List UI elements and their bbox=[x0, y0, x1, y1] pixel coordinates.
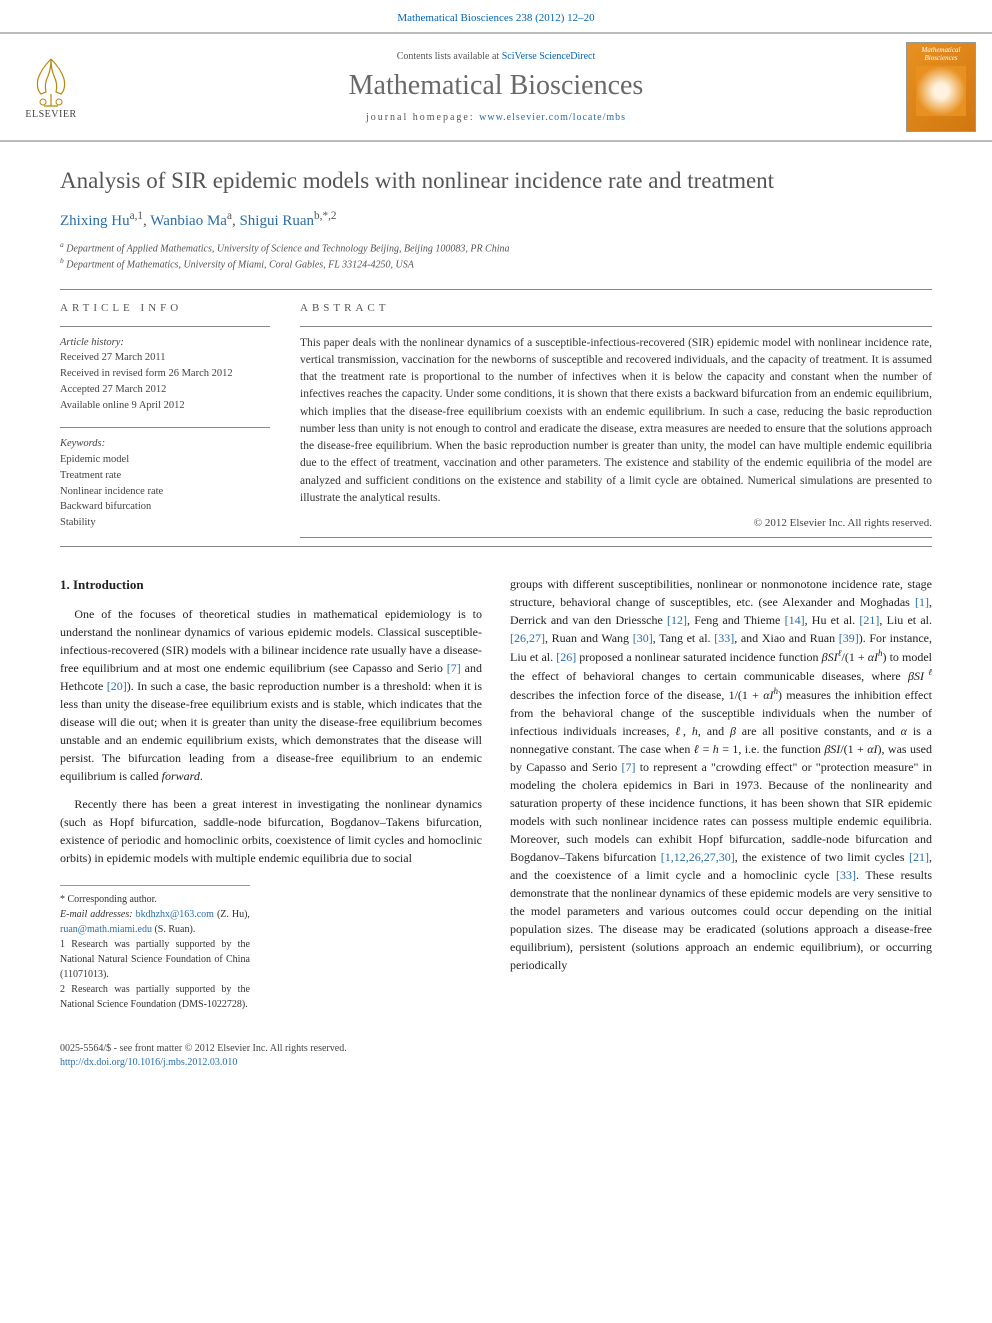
author-link[interactable]: Wanbiao Ma bbox=[150, 213, 227, 229]
divider bbox=[60, 326, 270, 327]
footnotes: * Corresponding author. E-mail addresses… bbox=[60, 885, 250, 1012]
masthead-center: Contents lists available at SciVerse Sci… bbox=[102, 51, 890, 123]
abstract-column: ABSTRACT This paper deals with the nonli… bbox=[300, 302, 932, 547]
elsevier-tree-icon bbox=[26, 54, 76, 109]
history-label: Article history: bbox=[60, 335, 270, 351]
email-link[interactable]: bkdhzhx@163.com bbox=[136, 909, 214, 920]
ref-link[interactable]: [21] bbox=[859, 613, 879, 627]
ref-link[interactable]: [14] bbox=[785, 613, 805, 627]
ref-link[interactable]: [33] bbox=[714, 631, 734, 645]
ref-link[interactable]: [26] bbox=[556, 650, 576, 664]
doi-link[interactable]: http://dx.doi.org/10.1016/j.mbs.2012.03.… bbox=[60, 1057, 237, 1068]
contents-availability: Contents lists available at SciVerse Sci… bbox=[102, 51, 890, 62]
history-item: Received in revised form 26 March 2012 bbox=[60, 366, 270, 382]
cover-title: Mathematical Biosciences bbox=[907, 47, 975, 62]
page-citation-bar: Mathematical Biosciences 238 (2012) 12–2… bbox=[0, 0, 992, 32]
section-heading: 1. Introduction bbox=[60, 575, 482, 595]
body-column-right: groups with different susceptibilities, … bbox=[510, 575, 932, 1012]
corresponding-author: * Corresponding author. bbox=[60, 892, 250, 907]
ref-link[interactable]: [7] bbox=[622, 760, 636, 774]
article-content: Analysis of SIR epidemic models with non… bbox=[0, 142, 992, 1032]
ref-link[interactable]: [30] bbox=[633, 631, 653, 645]
divider bbox=[300, 537, 932, 538]
sciencedirect-link[interactable]: SciVerse ScienceDirect bbox=[502, 51, 596, 62]
keyword: Epidemic model bbox=[60, 452, 270, 468]
homepage-link[interactable]: www.elsevier.com/locate/mbs bbox=[479, 112, 626, 123]
email-link[interactable]: ruan@math.miami.edu bbox=[60, 924, 152, 935]
ref-link[interactable]: [7] bbox=[447, 661, 461, 675]
page-footer: 0025-5564/$ - see front matter © 2012 El… bbox=[0, 1032, 992, 1090]
affiliation: b Department of Mathematics, University … bbox=[60, 256, 932, 272]
citation-text: Mathematical Biosciences 238 (2012) 12–2… bbox=[397, 12, 594, 24]
abstract-label: ABSTRACT bbox=[300, 302, 932, 314]
divider bbox=[300, 326, 932, 327]
ref-link[interactable]: [26,27] bbox=[510, 631, 545, 645]
journal-homepage: journal homepage: www.elsevier.com/locat… bbox=[102, 112, 890, 123]
author-list: Zhixing Hua,1, Wanbiao Maa, Shigui Ruanb… bbox=[60, 210, 932, 230]
keyword: Stability bbox=[60, 515, 270, 531]
ref-link[interactable]: [20] bbox=[107, 679, 127, 693]
abstract-copyright: © 2012 Elsevier Inc. All rights reserved… bbox=[300, 517, 932, 529]
divider bbox=[60, 427, 270, 428]
cover-graphic bbox=[916, 66, 966, 116]
email-line: E-mail addresses: bkdhzhx@163.com (Z. Hu… bbox=[60, 907, 250, 937]
history-item: Available online 9 April 2012 bbox=[60, 398, 270, 414]
keywords-label: Keywords: bbox=[60, 436, 270, 452]
article-info-column: ARTICLE INFO Article history: Received 2… bbox=[60, 302, 270, 547]
footnote: 1 Research was partially supported by th… bbox=[60, 937, 250, 982]
doi-line: http://dx.doi.org/10.1016/j.mbs.2012.03.… bbox=[60, 1056, 932, 1070]
info-abstract-row: ARTICLE INFO Article history: Received 2… bbox=[60, 302, 932, 547]
issn-line: 0025-5564/$ - see front matter © 2012 El… bbox=[60, 1042, 932, 1056]
publisher-logo: ELSEVIER bbox=[16, 47, 86, 127]
body-paragraph: groups with different susceptibilities, … bbox=[510, 575, 932, 974]
keywords: Keywords: Epidemic model Treatment rate … bbox=[60, 436, 270, 531]
article-title: Analysis of SIR epidemic models with non… bbox=[60, 166, 932, 196]
divider bbox=[60, 289, 932, 290]
article-history: Article history: Received 27 March 2011 … bbox=[60, 335, 270, 414]
journal-masthead: ELSEVIER Contents lists available at Sci… bbox=[0, 32, 992, 142]
footnote: 2 Research was partially supported by th… bbox=[60, 982, 250, 1012]
ref-link[interactable]: [33] bbox=[836, 868, 856, 882]
ref-link[interactable]: [39] bbox=[839, 631, 859, 645]
ref-link[interactable]: [1,12,26,27,30] bbox=[661, 850, 735, 864]
ref-link[interactable]: [21] bbox=[909, 850, 929, 864]
ref-link[interactable]: [1] bbox=[915, 595, 929, 609]
journal-cover-thumbnail: Mathematical Biosciences bbox=[906, 42, 976, 132]
author-link[interactable]: Shigui Ruan bbox=[239, 213, 314, 229]
keyword: Treatment rate bbox=[60, 468, 270, 484]
keyword: Backward bifurcation bbox=[60, 499, 270, 515]
abstract-text: This paper deals with the nonlinear dyna… bbox=[300, 335, 932, 508]
divider bbox=[60, 546, 932, 547]
history-item: Accepted 27 March 2012 bbox=[60, 382, 270, 398]
body-column-left: 1. Introduction One of the focuses of th… bbox=[60, 575, 482, 1012]
ref-link[interactable]: [12] bbox=[667, 613, 687, 627]
publisher-name: ELSEVIER bbox=[25, 109, 76, 120]
author-link[interactable]: Zhixing Hu bbox=[60, 213, 130, 229]
body-paragraph: Recently there has been a great interest… bbox=[60, 795, 482, 867]
affiliations: a Department of Applied Mathematics, Uni… bbox=[60, 240, 932, 273]
journal-name: Mathematical Biosciences bbox=[102, 70, 890, 102]
affiliation: a Department of Applied Mathematics, Uni… bbox=[60, 240, 932, 256]
body-paragraph: One of the focuses of theoretical studie… bbox=[60, 605, 482, 785]
body-two-column: 1. Introduction One of the focuses of th… bbox=[60, 575, 932, 1012]
history-item: Received 27 March 2011 bbox=[60, 350, 270, 366]
article-info-label: ARTICLE INFO bbox=[60, 302, 270, 314]
keyword: Nonlinear incidence rate bbox=[60, 484, 270, 500]
